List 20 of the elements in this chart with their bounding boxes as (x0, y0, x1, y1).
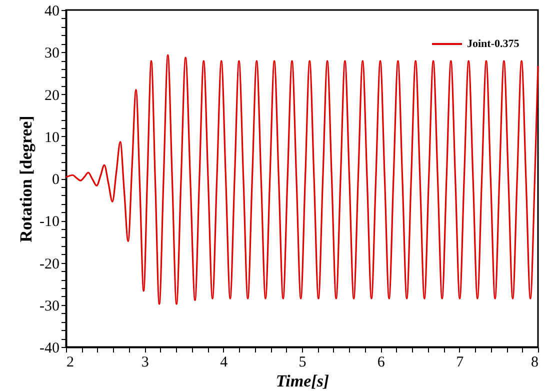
x-tick-label: 7 (456, 354, 464, 370)
legend-label: Joint-0.375 (467, 38, 520, 50)
y-tick-label: 40 (44, 4, 60, 20)
x-axis-title: Time[s] (276, 372, 330, 390)
y-tick-label: -30 (40, 298, 60, 314)
x-tick-label: 6 (377, 354, 386, 370)
y-tick-label: -40 (40, 340, 60, 356)
x-tick-label: 5 (298, 354, 306, 370)
y-tick-label: 0 (52, 172, 60, 188)
x-tick-label: 4 (220, 354, 228, 370)
y-tick-label: 20 (44, 88, 60, 104)
x-tick-label: 8 (531, 354, 538, 370)
x-tick-label: 3 (141, 354, 149, 370)
y-tick-label: -10 (40, 214, 60, 230)
y-tick-label: -20 (40, 256, 60, 272)
y-axis-title: Rotation [degree] (16, 116, 36, 242)
y-tick-label: 30 (44, 46, 60, 62)
y-tick-label: 10 (44, 130, 60, 146)
x-tick-label: 2 (66, 354, 74, 370)
line-series (65, 54, 539, 305)
